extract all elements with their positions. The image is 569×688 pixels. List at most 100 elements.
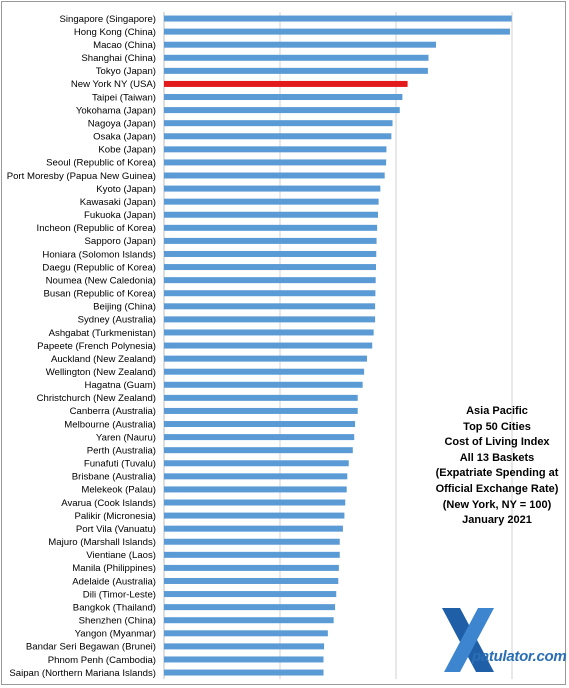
category-label: Funafuti (Tuvalu) — [84, 459, 156, 470]
bar — [164, 564, 339, 571]
bar — [164, 473, 348, 480]
category-label: Brisbane (Australia) — [72, 472, 156, 483]
category-label: Sydney (Australia) — [78, 315, 156, 326]
category-label: Melbourne (Australia) — [64, 419, 156, 430]
bar — [164, 381, 363, 388]
category-label: Fukuoka (Japan) — [84, 210, 156, 221]
bar — [164, 656, 324, 663]
bar — [164, 342, 373, 349]
category-label: Vientiane (Laos) — [86, 550, 156, 561]
category-label: Hagatna (Guam) — [85, 380, 156, 391]
bar — [164, 434, 355, 441]
xpatulator-logo-mark — [442, 608, 494, 672]
bar — [164, 237, 377, 244]
category-label: Wellington (New Zealand) — [46, 367, 156, 378]
bar — [164, 264, 376, 271]
category-label: Avarua (Cook Islands) — [61, 498, 156, 509]
bar — [164, 67, 428, 74]
bar — [164, 460, 349, 467]
category-label: Canberra (Australia) — [70, 406, 156, 417]
bar — [164, 499, 346, 506]
bar — [164, 198, 379, 205]
bar — [164, 224, 378, 231]
bar — [164, 94, 403, 101]
bar — [164, 211, 379, 218]
category-label: Kobe (Japan) — [98, 145, 156, 156]
bar — [164, 54, 429, 61]
category-label: Shanghai (China) — [81, 53, 156, 64]
bar — [164, 525, 343, 532]
category-label: Perth (Australia) — [87, 445, 156, 456]
bar — [164, 185, 381, 192]
category-label: Port Vila (Vanuatu) — [76, 524, 156, 535]
category-label: Sapporo (Japan) — [85, 236, 156, 247]
category-label: Taipei (Taiwan) — [92, 92, 156, 103]
bar — [164, 604, 336, 611]
title-line: All 13 Baskets — [459, 451, 535, 464]
bar — [164, 512, 345, 519]
category-label: Beijing (China) — [93, 302, 156, 313]
bar — [164, 250, 377, 257]
category-label: Ashgabat (Turkmenistan) — [49, 328, 156, 339]
category-label: Busan (Republic of Korea) — [43, 289, 156, 300]
title-line: January 2021 — [462, 514, 532, 527]
category-label: Seoul (Republic of Korea) — [46, 158, 156, 169]
logo-text: patulator.com — [472, 648, 567, 665]
category-label: Honiara (Solomon Islands) — [42, 249, 156, 260]
bar — [164, 407, 358, 414]
category-label: Macao (China) — [93, 40, 156, 51]
title-line: (New York, NY = 100) — [442, 498, 552, 511]
category-label: Daegu (Republic of Korea) — [42, 262, 156, 273]
bar — [164, 172, 385, 179]
title-line: Cost of Living Index — [444, 436, 550, 449]
bar — [164, 368, 365, 375]
category-label: Papeete (French Polynesia) — [37, 341, 156, 352]
bar — [164, 421, 356, 428]
bar — [164, 277, 376, 284]
bar — [164, 355, 367, 362]
bar — [164, 41, 437, 48]
category-label: Auckland (New Zealand) — [51, 354, 156, 365]
category-label: Kawasaki (Japan) — [80, 197, 156, 208]
category-label: Kyoto (Japan) — [96, 184, 156, 195]
category-label: Palikir (Micronesia) — [74, 511, 156, 522]
category-label: Singapore (Singapore) — [59, 14, 156, 25]
category-label: Incheon (Republic of Korea) — [37, 223, 156, 234]
bar — [164, 107, 400, 114]
category-label: Saipan (Northern Mariana Islands) — [9, 668, 156, 679]
bar — [164, 329, 374, 336]
category-label: Christchurch (New Zealand) — [37, 393, 156, 404]
category-label: Noumea (New Caledonia) — [46, 275, 156, 286]
category-label: Hong Kong (China) — [74, 27, 156, 38]
bar — [164, 617, 334, 624]
category-label: Tokyo (Japan) — [96, 66, 156, 77]
bar — [164, 303, 376, 310]
category-label: Phnom Penh (Cambodia) — [48, 655, 156, 666]
category-label: Majuro (Marshall Islands) — [48, 537, 156, 548]
category-label: Yaren (Nauru) — [96, 432, 156, 443]
chart-title-block: Asia Pacific Top 50 Cities Cost of Living … — [422, 404, 569, 529]
title-line: (Expatriate Spending at — [435, 467, 559, 480]
bar — [164, 146, 387, 153]
category-label: Yangon (Myanmar) — [75, 629, 156, 640]
bar — [164, 316, 376, 323]
category-label: Adelaide (Australia) — [72, 576, 156, 587]
bar — [164, 15, 512, 22]
bar — [164, 28, 510, 35]
bar — [164, 120, 393, 127]
bar — [164, 591, 337, 598]
bar — [164, 538, 340, 545]
bar — [164, 551, 340, 558]
category-label: Bandar Seri Begawan (Brunei) — [26, 642, 156, 653]
category-label: Yokohama (Japan) — [76, 105, 156, 116]
bar — [164, 447, 353, 454]
bar — [164, 643, 325, 650]
bar — [164, 80, 408, 87]
bar — [164, 577, 339, 584]
bar — [164, 486, 347, 493]
category-label: Dili (Timor-Leste) — [83, 589, 156, 600]
category-label: New York NY (USA) — [71, 79, 156, 90]
category-label: Port Moresby (Papua New Guinea) — [7, 171, 156, 182]
category-label: Manila (Philippines) — [72, 563, 156, 574]
